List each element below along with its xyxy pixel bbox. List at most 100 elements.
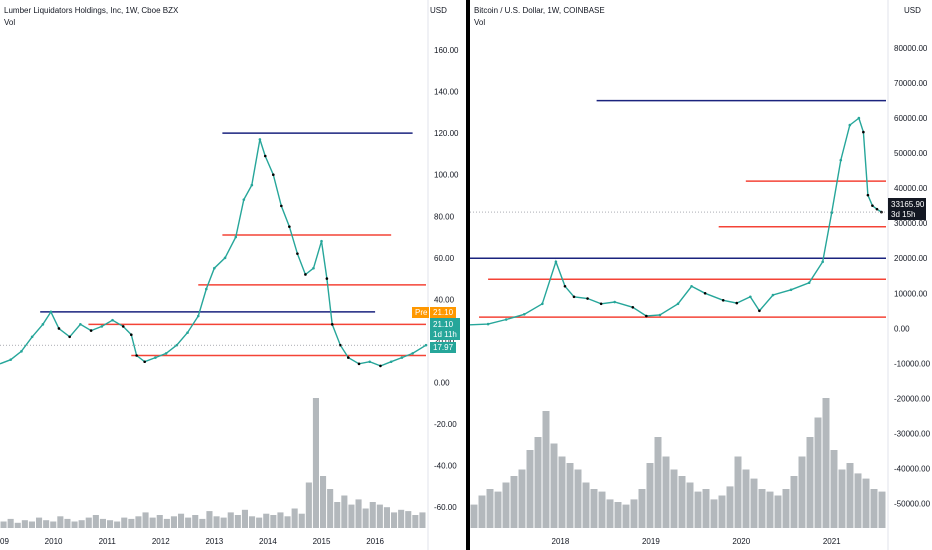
volume-bar — [398, 509, 405, 528]
volume-bar — [558, 456, 566, 528]
price-point — [205, 287, 208, 291]
price-point — [554, 260, 558, 264]
lumber-liquidators-plot[interactable]: 160.00 140.00 120.00 100.00 80.00 60.00 40.00 2… — [0, 0, 466, 550]
bitcoin-chart[interactable]: 80000.00 70000.00 60000.00 50000.00 40000.00… — [470, 0, 932, 550]
volume-bar — [156, 515, 163, 528]
volume-bar — [298, 513, 305, 528]
volume-bar — [758, 489, 766, 528]
y-tick-label: -20.00 — [434, 420, 457, 429]
volume-bar — [291, 508, 298, 528]
price-point — [572, 295, 576, 299]
price-point — [563, 284, 567, 288]
price-point — [411, 352, 414, 355]
volume-bar — [582, 482, 590, 528]
price-point — [347, 356, 350, 359]
price-point — [89, 329, 93, 332]
price-point — [735, 301, 739, 305]
price-point — [196, 314, 200, 318]
volume-bar — [622, 504, 630, 528]
price-point — [258, 138, 262, 141]
volume-bar — [128, 518, 135, 528]
price-point — [242, 198, 246, 201]
y-tick-label: -10000.00 — [894, 359, 931, 368]
x-tick-label: 2020 — [732, 537, 750, 546]
volume-bar — [718, 495, 726, 528]
price-point — [143, 360, 146, 364]
lumber-liquidators-vol-label: Vol — [4, 18, 16, 27]
volume-bar — [670, 469, 678, 528]
volume-bar — [99, 518, 106, 528]
volume-bar — [362, 508, 369, 528]
volume-bar — [334, 502, 341, 528]
price-point — [30, 335, 34, 339]
volume-bar — [0, 521, 7, 528]
volume-bar — [78, 520, 85, 528]
volume-bar — [534, 437, 542, 528]
price-point — [613, 300, 616, 304]
bitcoin-plot[interactable]: 80000.00 70000.00 60000.00 50000.00 40000.00… — [470, 0, 932, 550]
lumber-liquidators-chart[interactable]: 160.00 140.00 120.00 100.00 80.00 60.00 40.00 2… — [0, 0, 466, 550]
volume-bar — [790, 476, 798, 528]
price-point — [541, 302, 544, 306]
volume-bar — [263, 513, 270, 528]
x-tick-label: 2012 — [152, 537, 170, 546]
panel-divider[interactable] — [466, 0, 470, 550]
price-point — [304, 273, 307, 276]
svg-text:21.10: 21.10 — [433, 320, 454, 329]
volume-bar — [121, 517, 128, 528]
price-point — [121, 325, 125, 328]
price-point — [250, 183, 254, 187]
y-tick-label: 140.00 — [434, 88, 459, 97]
price-point — [645, 314, 648, 318]
volume-bar — [391, 512, 398, 528]
y-tick-label: 20.00 — [434, 337, 455, 346]
volume-bar — [806, 437, 814, 528]
bitcoin-title: Bitcoin / U.S. Dollar, 1W, COINBASE — [474, 6, 605, 15]
volume-bar — [320, 476, 327, 528]
price-point — [676, 302, 680, 306]
volume-bar — [369, 502, 376, 528]
volume-bar — [36, 517, 43, 528]
volume-bar — [662, 456, 670, 528]
bitcoin-vol-label: Vol — [474, 18, 486, 27]
close-price-tag: 17.97 — [430, 342, 456, 353]
price-point — [271, 173, 275, 176]
price-point — [357, 362, 361, 366]
price-point — [41, 323, 45, 326]
volume-bar — [383, 507, 390, 528]
y-tick-label: 100.00 — [434, 171, 459, 180]
volume-bar — [114, 521, 121, 528]
volume-bar — [742, 469, 750, 528]
y-tick-label: -60.00 — [434, 503, 457, 512]
y-tick-label: 10000.00 — [894, 289, 928, 298]
volume-bar — [854, 473, 862, 528]
lumber-liquidators-title: Lumber Liquidators Holdings, Inc, 1W, Cb… — [4, 6, 179, 15]
price-point — [20, 350, 23, 353]
volume-bar — [234, 515, 241, 528]
price-point — [135, 354, 138, 357]
price-point — [100, 325, 104, 328]
volume-bar — [878, 491, 886, 528]
volume-bar — [170, 516, 177, 528]
price-point — [330, 323, 334, 326]
price-point — [49, 310, 53, 314]
svg-text:Pre: Pre — [415, 308, 428, 317]
volume-bar — [638, 489, 646, 528]
price-point — [789, 288, 793, 292]
volume-bar — [518, 469, 526, 528]
price-point — [658, 313, 662, 317]
price-point — [504, 318, 508, 321]
price-point — [57, 327, 61, 330]
price-point — [9, 358, 13, 361]
volume-bar — [590, 489, 598, 528]
volume-bar — [470, 504, 478, 528]
price-point — [749, 295, 752, 299]
y-tick-label: 70000.00 — [894, 79, 928, 88]
volume-bar — [614, 502, 622, 528]
volume-bar — [782, 489, 790, 528]
price-point — [68, 335, 71, 339]
volume-bar — [284, 516, 291, 528]
volume-bar — [277, 512, 284, 528]
price-point — [871, 204, 874, 207]
